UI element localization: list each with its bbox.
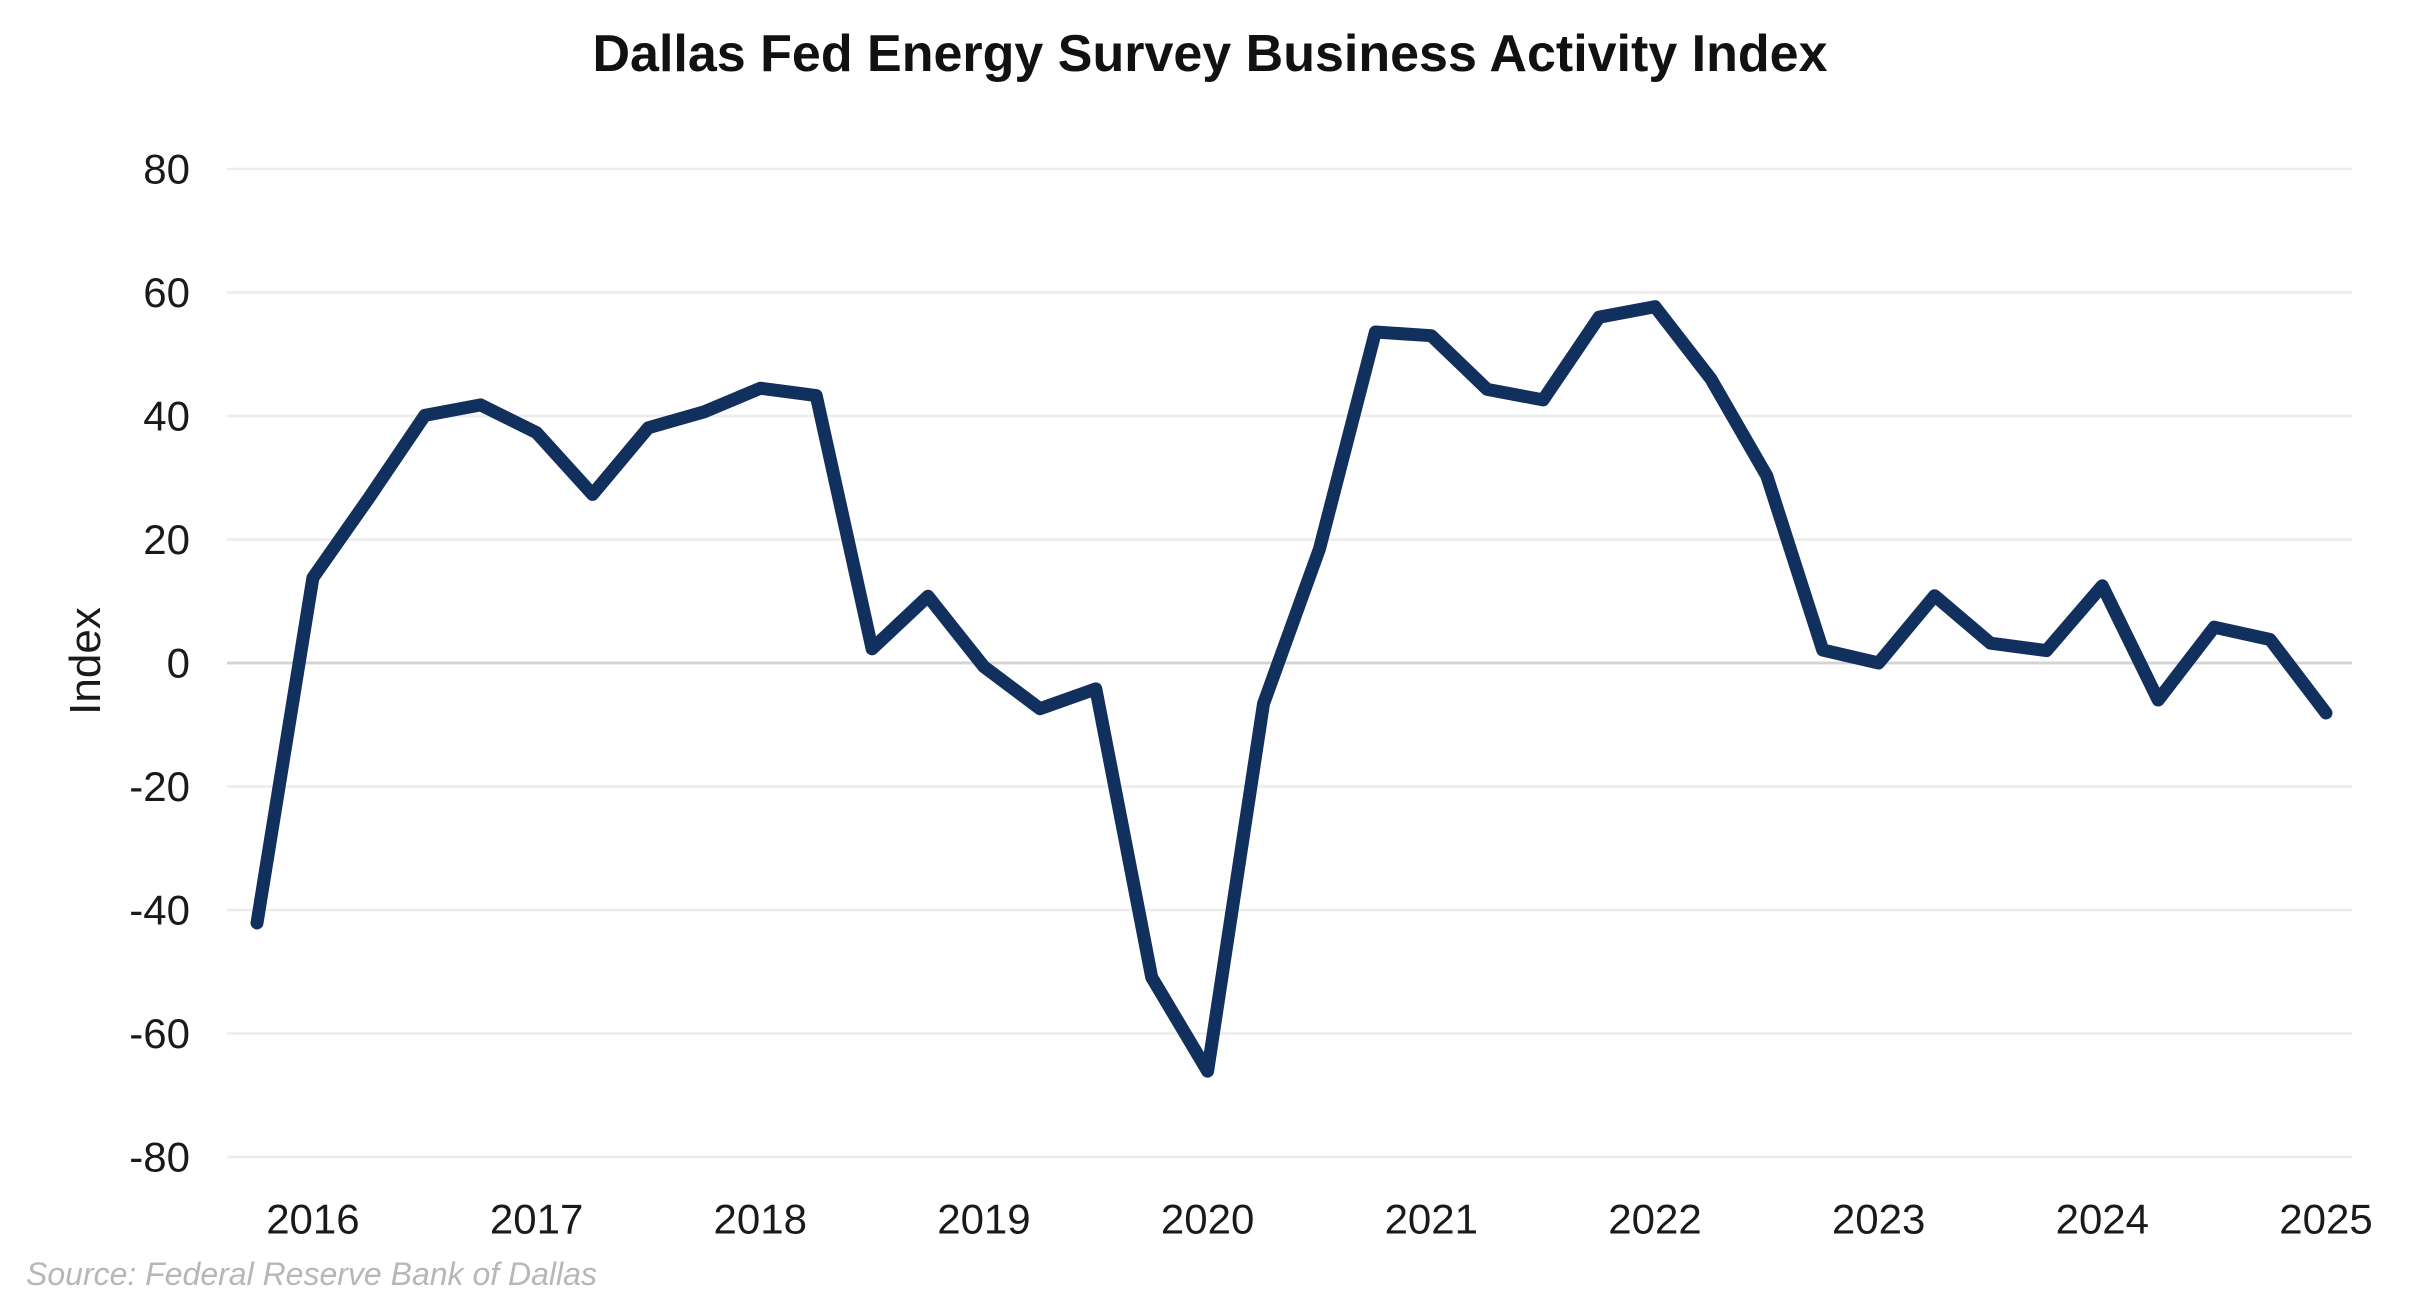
x-tick-label-2017: 2017 [490, 1196, 583, 1243]
x-tick-label-2022: 2022 [1608, 1196, 1701, 1243]
source-note: Source: Federal Reserve Bank of Dallas [26, 1256, 597, 1292]
y-tick-label--20: -20 [129, 763, 190, 810]
x-tick-label-2023: 2023 [1832, 1196, 1925, 1243]
y-tick-label--40: -40 [129, 887, 190, 934]
x-tick-label-2018: 2018 [714, 1196, 807, 1243]
y-axis-title: Index [61, 607, 110, 715]
x-tick-label-2021: 2021 [1385, 1196, 1478, 1243]
y-tick-label-0: 0 [167, 640, 190, 687]
y-tick-label-80: 80 [143, 146, 190, 193]
x-tick-label-2020: 2020 [1161, 1196, 1254, 1243]
y-tick-label--60: -60 [129, 1010, 190, 1057]
x-tick-label-2016: 2016 [266, 1196, 359, 1243]
y-tick-label-40: 40 [143, 393, 190, 440]
x-tick-label-2025: 2025 [2279, 1196, 2372, 1243]
data-line-0 [250, 300, 2333, 1078]
y-tick-label--80: -80 [129, 1134, 190, 1181]
chart-title: Dallas Fed Energy Survey Business Activi… [592, 25, 1828, 83]
x-tick-label-2019: 2019 [937, 1196, 1030, 1243]
y-tick-label-60: 60 [143, 269, 190, 316]
y-tick-label-20: 20 [143, 516, 190, 563]
x-tick-label-2024: 2024 [2056, 1196, 2149, 1243]
